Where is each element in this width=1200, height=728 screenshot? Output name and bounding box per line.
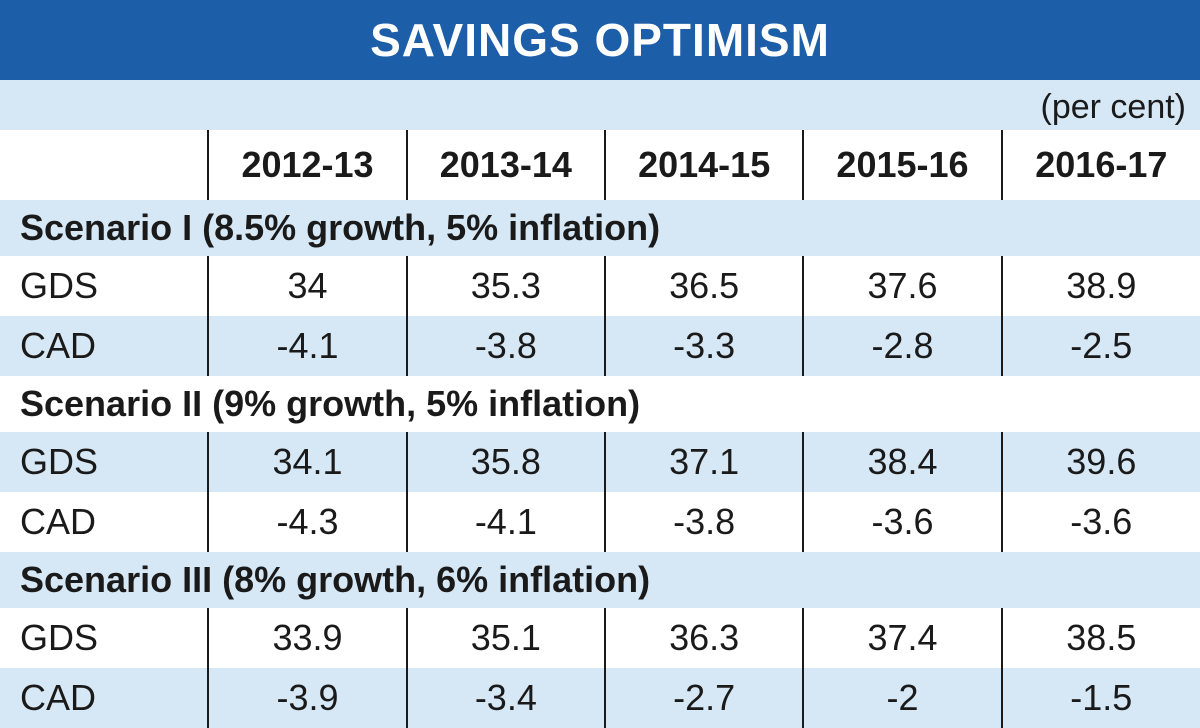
value-cell: 33.9	[207, 608, 407, 668]
value-cell: 38.5	[1000, 608, 1200, 668]
table-row: CAD -4.1 -3.8 -3.3 -2.8 -2.5	[0, 316, 1200, 376]
value-cell: -2.7	[603, 668, 804, 728]
column-header: 2016-17	[1000, 130, 1200, 200]
column-header: 2015-16	[802, 130, 1002, 200]
chart-title: SAVINGS OPTIMISM	[370, 14, 830, 66]
table-row: GDS 33.9 35.1 36.3 37.4 38.5	[0, 608, 1200, 668]
row-label: CAD	[0, 668, 209, 728]
scenario-label: Scenario I (8.5% growth, 5% inflation)	[0, 200, 1200, 256]
data-table: 2012-13 2013-14 2014-15 2015-16 2016-17 …	[0, 130, 1200, 728]
unit-label: (per cent)	[1040, 88, 1187, 126]
value-cell: 36.5	[603, 256, 804, 316]
value-cell: -4.1	[405, 492, 605, 552]
scenario-label: Scenario III (8% growth, 6% inflation)	[0, 552, 1200, 608]
value-cell: -1.5	[1000, 668, 1200, 728]
header-row: 2012-13 2013-14 2014-15 2015-16 2016-17	[0, 130, 1200, 200]
value-cell: 37.1	[603, 432, 804, 492]
value-cell: 34	[207, 256, 407, 316]
value-cell: -4.3	[207, 492, 407, 552]
table-row: GDS 34 35.3 36.5 37.6 38.9	[0, 256, 1200, 316]
title-bar: SAVINGS OPTIMISM	[0, 0, 1200, 80]
value-cell: -3.4	[405, 668, 605, 728]
value-cell: 38.4	[802, 432, 1002, 492]
value-cell: 37.4	[802, 608, 1002, 668]
table-body: 2012-13 2013-14 2014-15 2015-16 2016-17 …	[0, 130, 1200, 728]
scenario-row: Scenario III (8% growth, 6% inflation)	[0, 552, 1200, 608]
column-header: 2013-14	[405, 130, 605, 200]
value-cell: -3.9	[207, 668, 407, 728]
value-cell: -3.6	[802, 492, 1002, 552]
value-cell: -3.8	[405, 316, 605, 376]
header-blank-cell	[0, 130, 209, 200]
value-cell: 36.3	[603, 608, 804, 668]
row-label: CAD	[0, 316, 209, 376]
value-cell: 35.1	[405, 608, 605, 668]
value-cell: -2.5	[1000, 316, 1200, 376]
scenario-label: Scenario II (9% growth, 5% inflation)	[0, 376, 1200, 432]
row-label: CAD	[0, 492, 209, 552]
scenario-row: Scenario I (8.5% growth, 5% inflation)	[0, 200, 1200, 256]
value-cell: -2	[802, 668, 1002, 728]
column-header: 2014-15	[603, 130, 804, 200]
column-header: 2012-13	[207, 130, 407, 200]
value-cell: -3.8	[603, 492, 804, 552]
value-cell: 35.3	[405, 256, 605, 316]
row-label: GDS	[0, 256, 209, 316]
unit-row: (per cent)	[0, 80, 1200, 130]
value-cell: 35.8	[405, 432, 605, 492]
value-cell: 37.6	[802, 256, 1002, 316]
table-row: CAD -4.3 -4.1 -3.8 -3.6 -3.6	[0, 492, 1200, 552]
value-cell: -3.6	[1000, 492, 1200, 552]
value-cell: -3.3	[603, 316, 804, 376]
row-label: GDS	[0, 608, 209, 668]
value-cell: -4.1	[207, 316, 407, 376]
value-cell: 39.6	[1000, 432, 1200, 492]
row-label: GDS	[0, 432, 209, 492]
scenario-row: Scenario II (9% growth, 5% inflation)	[0, 376, 1200, 432]
value-cell: -2.8	[802, 316, 1002, 376]
table-row: GDS 34.1 35.8 37.1 38.4 39.6	[0, 432, 1200, 492]
table-row: CAD -3.9 -3.4 -2.7 -2 -1.5	[0, 668, 1200, 728]
value-cell: 38.9	[1000, 256, 1200, 316]
value-cell: 34.1	[207, 432, 407, 492]
